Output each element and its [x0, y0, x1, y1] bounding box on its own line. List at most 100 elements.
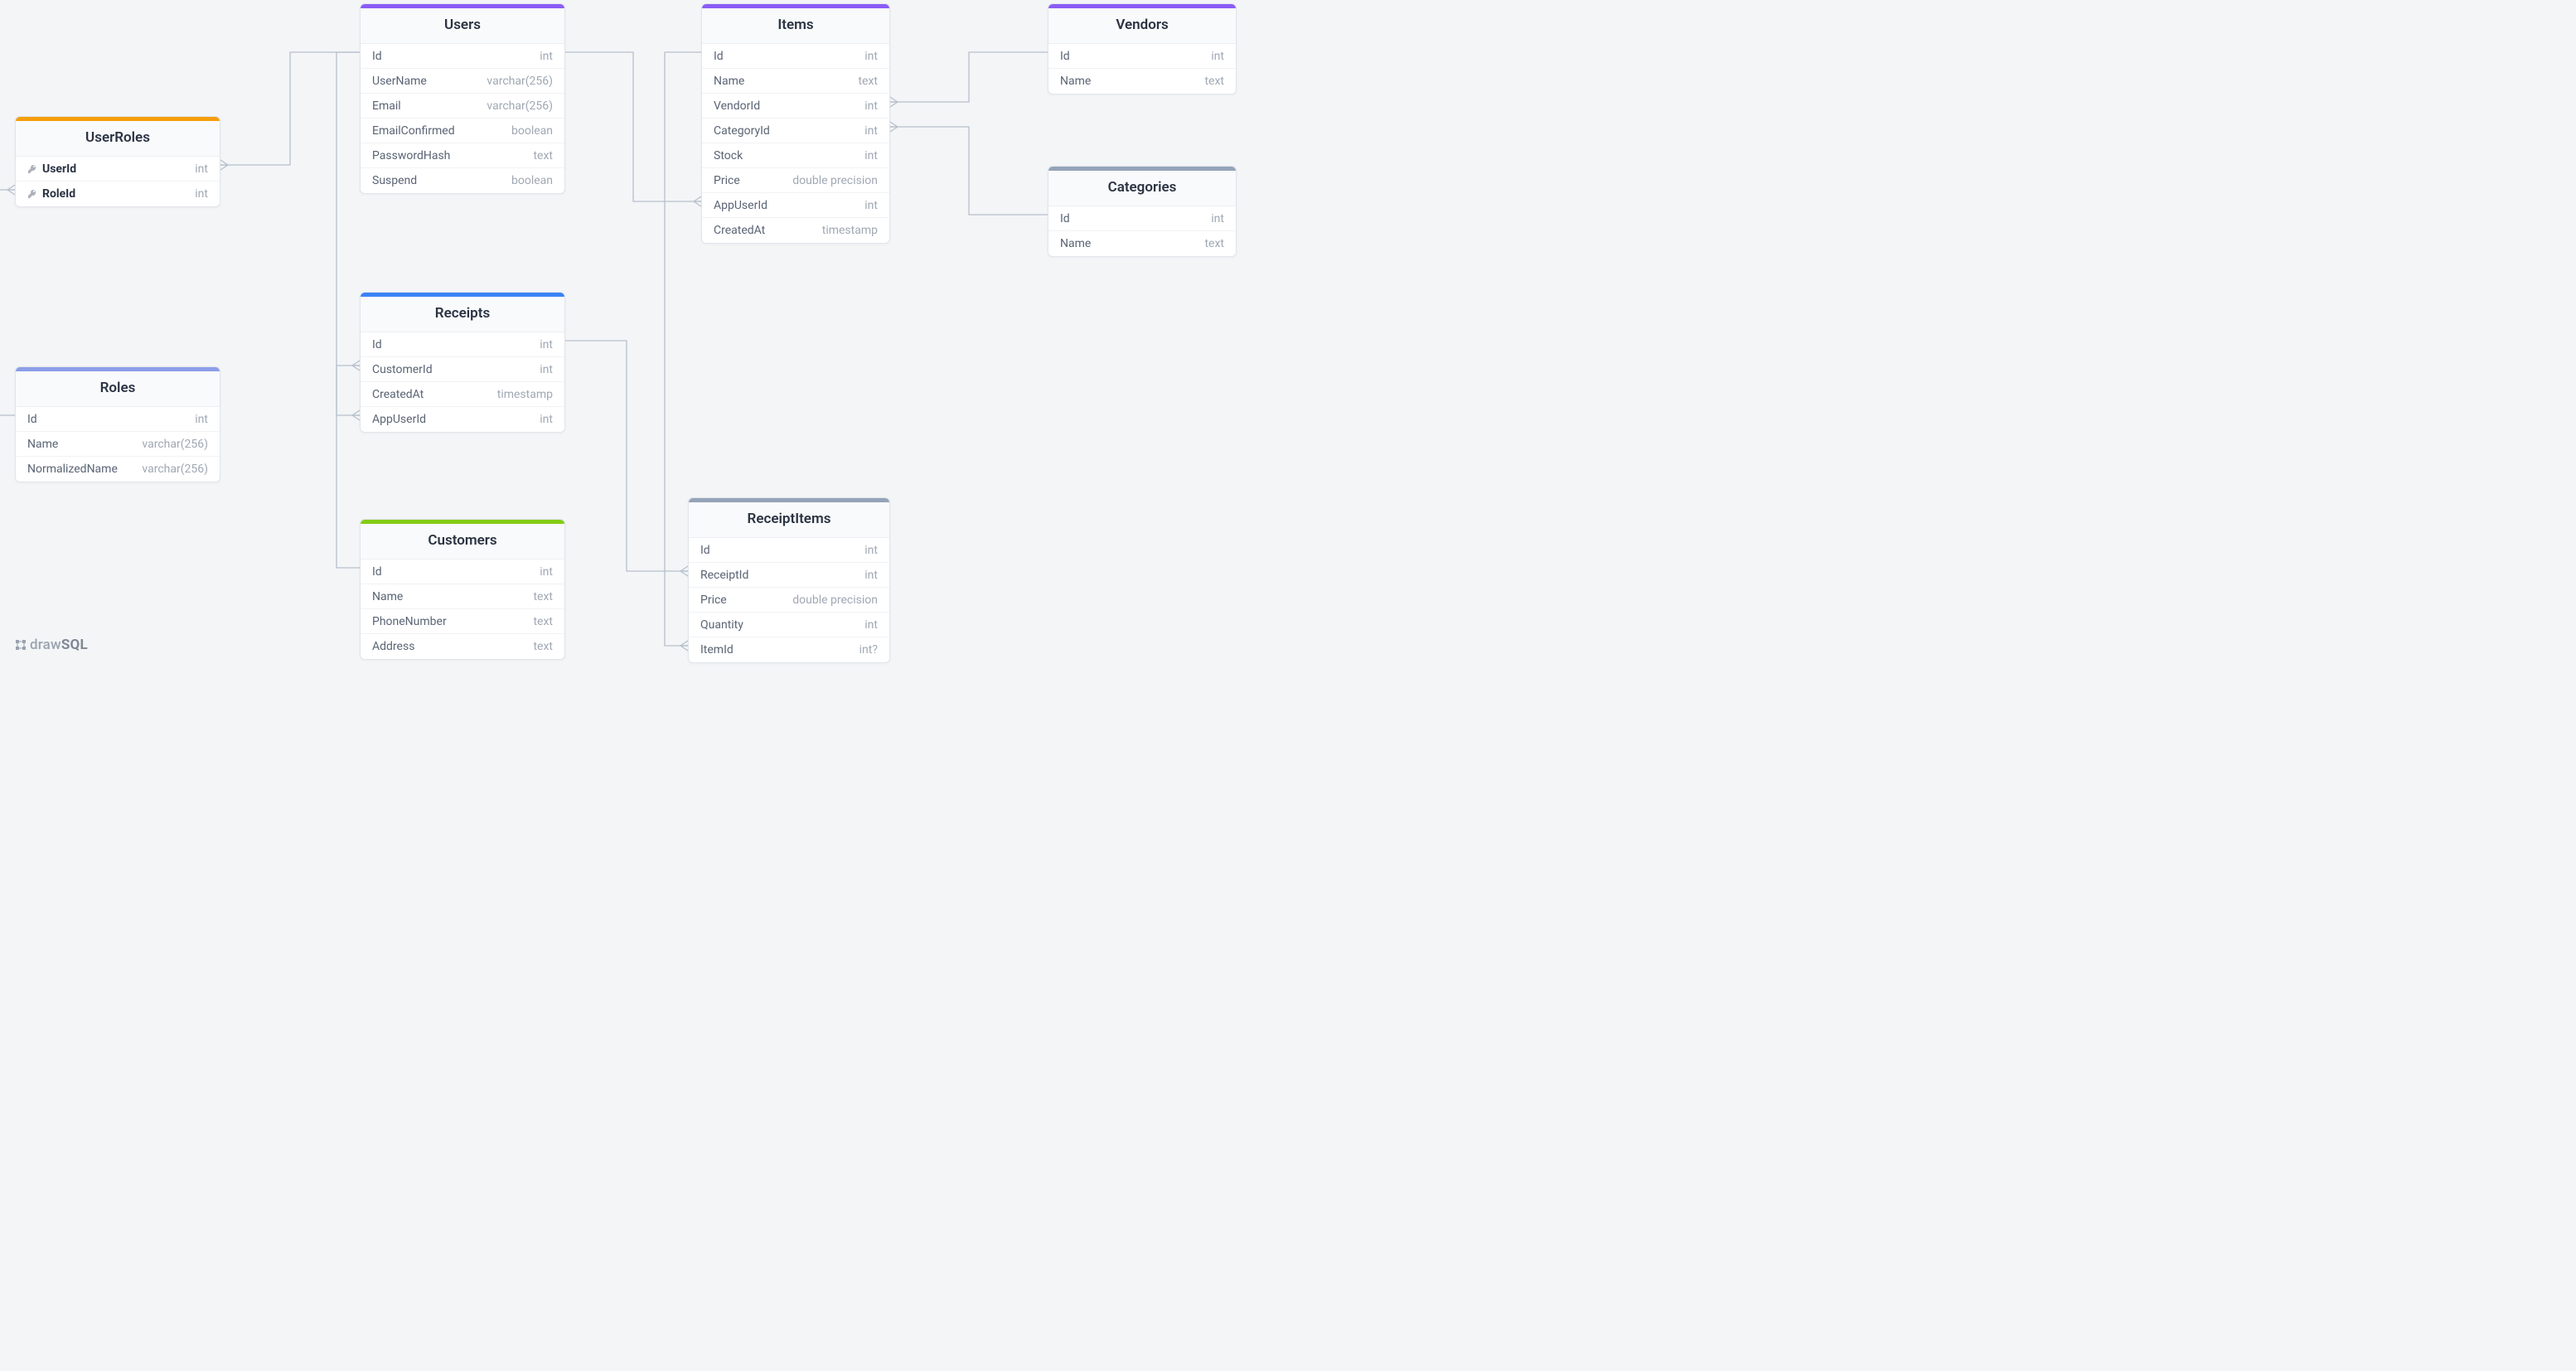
column-name: CreatedAt — [714, 224, 822, 237]
column-type: int — [864, 199, 878, 212]
table-row[interactable]: Suspendboolean — [361, 168, 564, 193]
table-row[interactable]: Nametext — [702, 69, 889, 94]
column-type: varchar(256) — [487, 75, 553, 88]
column-type: varchar(256) — [487, 99, 553, 113]
table-row[interactable]: CreatedAttimestamp — [702, 218, 889, 243]
column-name: NormalizedName — [27, 463, 142, 476]
column-type: int — [864, 544, 878, 557]
table-row[interactable]: Idint — [361, 332, 564, 357]
column-name: ItemId — [700, 643, 859, 656]
table-row[interactable]: UserNamevarchar(256) — [361, 69, 564, 94]
column-type: text — [533, 640, 553, 653]
column-name: Id — [372, 50, 540, 63]
table-vendors[interactable]: VendorsIdintNametext — [1048, 3, 1237, 94]
table-title: ReceiptItems — [689, 502, 889, 538]
table-row[interactable]: VendorIdint — [702, 94, 889, 119]
table-row[interactable]: Addresstext — [361, 634, 564, 659]
table-row[interactable]: Idint — [1048, 206, 1236, 231]
table-row[interactable]: Idint — [16, 407, 220, 432]
column-name: UserId — [27, 162, 195, 176]
column-name: Address — [372, 640, 533, 653]
table-row[interactable]: AppUserIdint — [361, 407, 564, 432]
column-name: EmailConfirmed — [372, 124, 511, 138]
column-name: Price — [700, 593, 792, 607]
column-type: int — [540, 565, 553, 579]
table-categories[interactable]: CategoriesIdintNametext — [1048, 166, 1237, 257]
table-row[interactable]: RoleIdint — [16, 182, 220, 206]
column-name: CategoryId — [714, 124, 864, 138]
table-userroles[interactable]: UserRolesUserIdintRoleIdint — [15, 116, 220, 207]
table-title: Receipts — [361, 297, 564, 332]
column-type: int — [1211, 212, 1224, 225]
column-type: varchar(256) — [142, 463, 208, 476]
table-title: Customers — [361, 524, 564, 560]
column-type: int — [540, 363, 553, 376]
table-row[interactable]: UserIdint — [16, 157, 220, 182]
column-name: ReceiptId — [700, 569, 864, 582]
column-type: int — [864, 124, 878, 138]
table-title: Items — [702, 8, 889, 44]
column-type: text — [1204, 237, 1224, 250]
column-name: UserName — [372, 75, 487, 88]
column-name: Name — [27, 438, 142, 451]
table-row[interactable]: Idint — [361, 560, 564, 584]
table-users[interactable]: UsersIdintUserNamevarchar(256)Emailvarch… — [360, 3, 565, 194]
table-row[interactable]: Namevarchar(256) — [16, 432, 220, 457]
column-name: AppUserId — [372, 413, 540, 426]
table-row[interactable]: EmailConfirmedboolean — [361, 119, 564, 143]
column-name: PhoneNumber — [372, 615, 533, 628]
key-icon — [27, 164, 37, 174]
column-name: Name — [1060, 237, 1204, 250]
column-name: Suspend — [372, 174, 511, 187]
table-row[interactable]: Emailvarchar(256) — [361, 94, 564, 119]
table-row[interactable]: CustomerIdint — [361, 357, 564, 382]
table-row[interactable]: Pricedouble precision — [702, 168, 889, 193]
table-row[interactable]: PhoneNumbertext — [361, 609, 564, 634]
table-row[interactable]: ReceiptIdint — [689, 563, 889, 588]
table-customers[interactable]: CustomersIdintNametextPhoneNumbertextAdd… — [360, 519, 565, 660]
table-row[interactable]: NormalizedNamevarchar(256) — [16, 457, 220, 482]
column-name: Stock — [714, 149, 864, 162]
column-name: Id — [700, 544, 864, 557]
table-row[interactable]: Idint — [361, 44, 564, 69]
table-row[interactable]: Nametext — [1048, 231, 1236, 256]
table-row[interactable]: AppUserIdint — [702, 193, 889, 218]
watermark-prefix: draw — [30, 637, 61, 653]
table-title: Roles — [16, 371, 220, 407]
table-row[interactable]: Quantityint — [689, 613, 889, 637]
column-name: Quantity — [700, 618, 864, 632]
erd-canvas[interactable]: drawSQL UserRolesUserIdintRoleIdintRoles… — [0, 0, 1252, 666]
table-receiptitems[interactable]: ReceiptItemsIdintReceiptIdintPricedouble… — [688, 497, 890, 663]
table-row[interactable]: Idint — [689, 538, 889, 563]
table-row[interactable]: Pricedouble precision — [689, 588, 889, 613]
table-row[interactable]: Idint — [702, 44, 889, 69]
column-name: Name — [1060, 75, 1204, 88]
column-name: AppUserId — [714, 199, 864, 212]
table-row[interactable]: Nametext — [361, 584, 564, 609]
table-row[interactable]: Stockint — [702, 143, 889, 168]
column-type: text — [858, 75, 878, 88]
table-title: Vendors — [1048, 8, 1236, 44]
connections-layer — [0, 0, 1252, 666]
watermark: drawSQL — [15, 637, 88, 655]
watermark-suffix: SQL — [61, 637, 88, 653]
table-receipts[interactable]: ReceiptsIdintCustomerIdintCreatedAttimes… — [360, 292, 565, 433]
column-type: text — [1204, 75, 1224, 88]
table-row[interactable]: CategoryIdint — [702, 119, 889, 143]
table-row[interactable]: Nametext — [1048, 69, 1236, 94]
table-row[interactable]: CreatedAttimestamp — [361, 382, 564, 407]
table-row[interactable]: ItemIdint? — [689, 637, 889, 662]
table-title: UserRoles — [16, 121, 220, 157]
table-title: Users — [361, 8, 564, 44]
table-row[interactable]: PasswordHashtext — [361, 143, 564, 168]
table-roles[interactable]: RolesIdintNamevarchar(256)NormalizedName… — [15, 366, 220, 482]
column-name: Price — [714, 174, 792, 187]
table-row[interactable]: Idint — [1048, 44, 1236, 69]
column-name: CustomerId — [372, 363, 540, 376]
column-type: int — [195, 162, 208, 176]
key-icon — [27, 189, 37, 199]
column-name: Id — [1060, 50, 1211, 63]
table-items[interactable]: ItemsIdintNametextVendorIdintCategoryIdi… — [701, 3, 890, 244]
column-type: int? — [859, 643, 878, 656]
column-name: PasswordHash — [372, 149, 533, 162]
